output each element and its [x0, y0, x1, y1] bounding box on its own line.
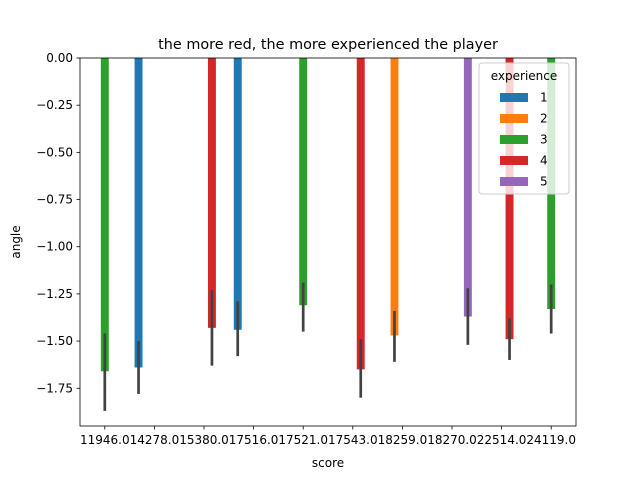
x-axis-label: score — [312, 456, 344, 470]
legend-label: 1 — [540, 91, 548, 105]
x-tick-label: 17543.0 — [328, 433, 378, 447]
y-tick-label: −0.75 — [36, 193, 73, 207]
y-tick-label: −1.00 — [36, 240, 73, 254]
y-axis-label: angle — [9, 225, 23, 258]
bar — [299, 58, 308, 306]
bar — [463, 58, 472, 317]
x-axis: 11946.0 14278.0 15380.0 17516.0 17521.0 17543… — [80, 426, 576, 447]
x-tick-label: 17516.0 — [229, 433, 279, 447]
legend-swatch — [500, 156, 528, 165]
bar — [134, 58, 143, 368]
y-tick-label: 0.00 — [46, 51, 73, 65]
y-tick-label: −1.25 — [36, 287, 73, 301]
legend-label: 3 — [540, 133, 548, 147]
legend-swatch — [500, 177, 528, 186]
bar — [100, 58, 109, 372]
chart-title: the more red, the more experienced the p… — [158, 37, 498, 53]
legend-label: 5 — [540, 175, 548, 189]
y-tick-label: −0.50 — [36, 145, 73, 159]
plot-frame — [79, 57, 577, 427]
x-tick-label: 18270.0 — [427, 433, 477, 447]
legend-label: 2 — [540, 112, 548, 126]
legend: experience 1 2 3 4 5 — [478, 62, 570, 195]
legend-label: 4 — [540, 154, 548, 168]
legend-swatch — [500, 93, 528, 102]
legend-swatch — [500, 135, 528, 144]
x-tick-label: 17521.0 — [278, 433, 328, 447]
x-tick-label: 22514.0 — [477, 433, 527, 447]
y-axis: 0.00 −0.25 −0.50 −0.75 −1.00 −1.25 −1.50 −1.75 — [36, 51, 80, 395]
legend-title: experience — [491, 69, 558, 83]
x-tick-label: 15380.0 — [179, 433, 229, 447]
y-tick-label: −0.25 — [36, 98, 73, 112]
legend-items: 1 2 3 4 5 — [500, 91, 548, 189]
x-tick-label: 24119.0 — [526, 433, 576, 447]
bar — [390, 58, 399, 336]
error-bars-layer — [103, 282, 553, 411]
y-tick-label: −1.75 — [36, 381, 73, 395]
x-tick-label: 14278.0 — [130, 433, 180, 447]
legend-swatch — [500, 114, 528, 123]
bar — [356, 58, 365, 370]
bar — [207, 58, 216, 328]
bar — [233, 58, 242, 330]
y-tick-label: −1.50 — [36, 334, 73, 348]
x-tick-label: 11946.0 — [80, 433, 130, 447]
bar — [505, 58, 514, 340]
x-tick-label: 18259.0 — [378, 433, 428, 447]
